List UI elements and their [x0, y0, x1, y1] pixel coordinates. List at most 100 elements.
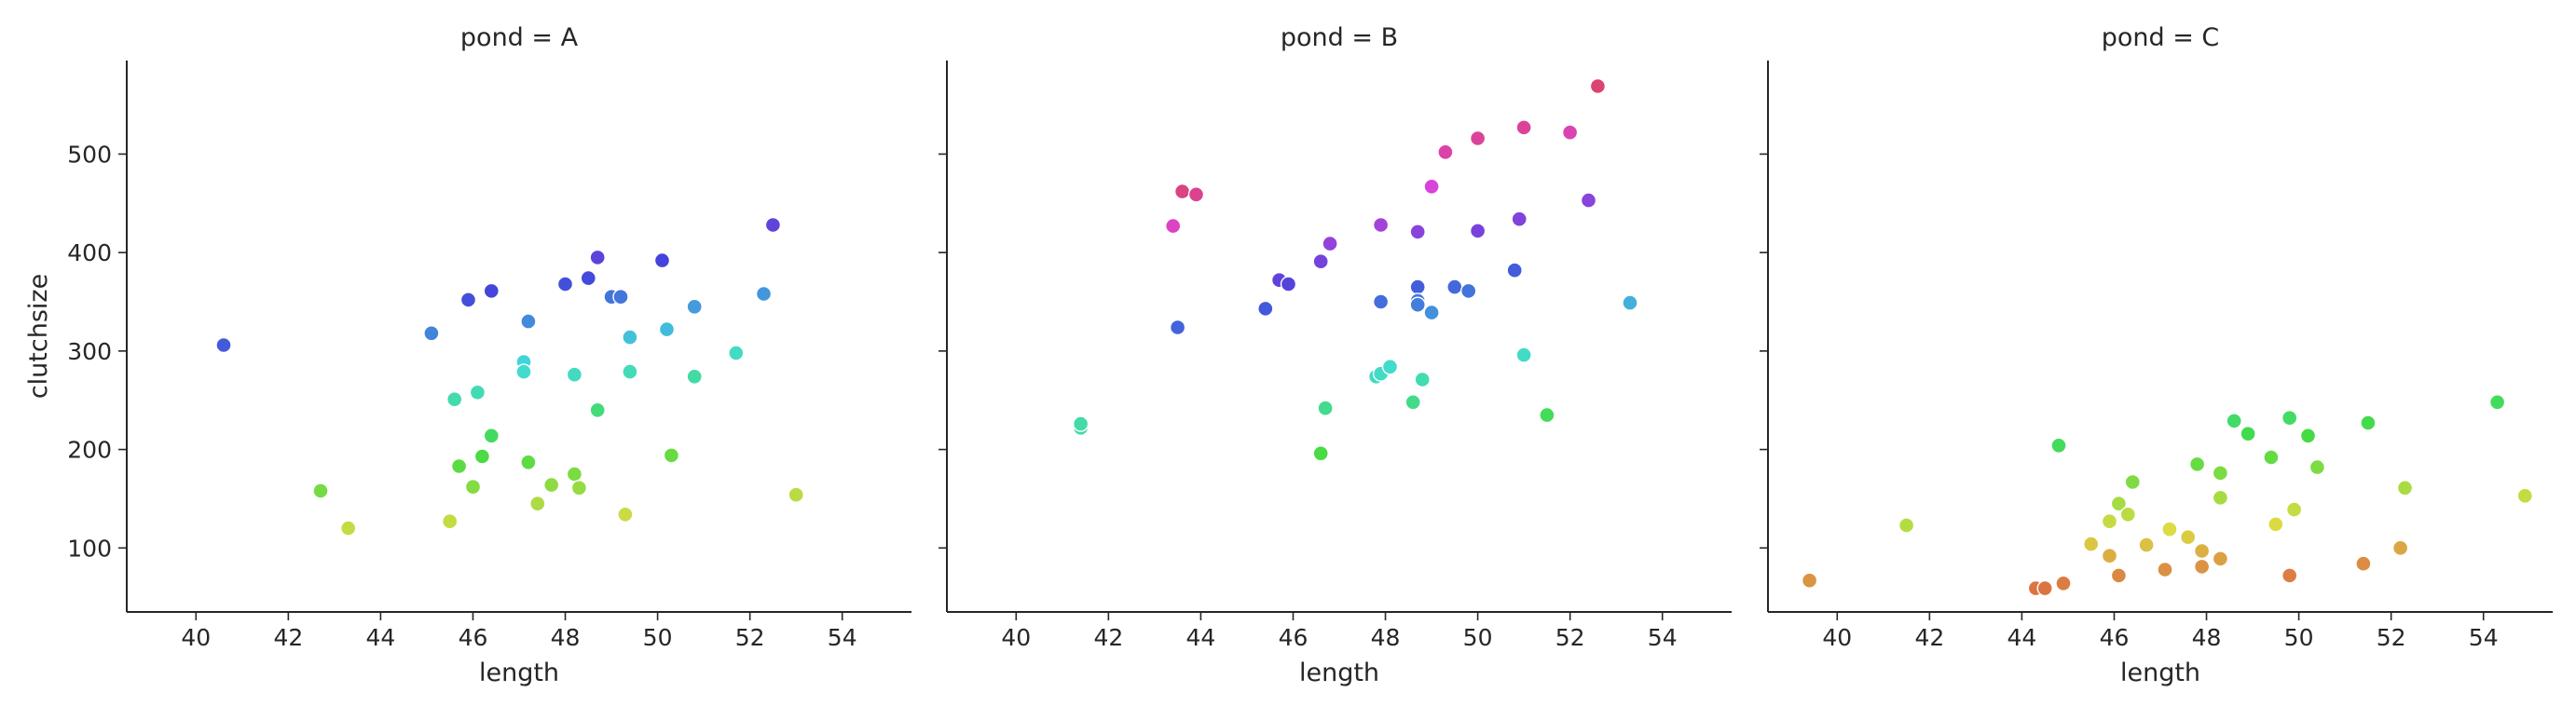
scatter-point — [570, 480, 588, 496]
scatter-point — [1409, 224, 1426, 240]
scatter-point — [1173, 183, 1191, 200]
scatter-point — [2119, 506, 2137, 523]
scatter-point — [2360, 414, 2377, 431]
scatter-point — [1437, 143, 1454, 161]
x-tick-label: 48 — [2192, 624, 2222, 651]
x-tick-label: 50 — [1463, 624, 1493, 651]
x-tick-label: 40 — [1001, 624, 1031, 651]
x-axis-label: length — [479, 659, 559, 687]
x-tick-label: 54 — [2469, 624, 2499, 651]
scatter-point — [1459, 282, 1477, 300]
scatter-point — [2188, 455, 2206, 473]
scatter-point — [2516, 487, 2534, 504]
scatter-point — [442, 513, 459, 530]
scatter-point — [529, 496, 546, 512]
scatter-point — [566, 466, 583, 482]
scatter-point — [2263, 449, 2280, 466]
x-tick-label: 54 — [828, 624, 857, 651]
scatter-point — [2161, 521, 2178, 537]
scatter-point — [2355, 555, 2372, 572]
scatter-point — [1801, 572, 1818, 589]
scatter-point — [2212, 489, 2229, 507]
x-tick-label: 44 — [2007, 624, 2037, 651]
scatter-point — [483, 282, 500, 300]
scatter-point — [1187, 186, 1205, 203]
scatter-point — [423, 325, 440, 342]
scatter-point — [543, 476, 560, 494]
scatter-point — [2193, 558, 2211, 576]
scatter-point — [2179, 529, 2197, 546]
scatter-point — [653, 251, 671, 269]
scatter-point — [464, 479, 482, 496]
scatter-point — [2281, 410, 2298, 427]
scatter-point — [446, 391, 463, 408]
y-tick-label: 300 — [67, 338, 112, 365]
scatter-point — [2281, 567, 2298, 584]
scatter-point — [2157, 561, 2173, 578]
scatter-point — [2110, 567, 2128, 584]
scatter-point — [663, 447, 680, 464]
scatter-point — [728, 345, 745, 361]
panel-pond-a: 40 42 44 46 48 50 52 54 100 200 300 400 500 length pon… — [67, 23, 911, 687]
scatter-point — [1312, 445, 1329, 462]
y-tick-label: 200 — [67, 437, 112, 464]
x-tick-label: 50 — [2284, 624, 2314, 651]
scatter-point — [788, 486, 804, 503]
scatter-point — [469, 384, 486, 401]
x-tick-label: 42 — [1914, 624, 1944, 651]
scatter-point — [622, 329, 638, 346]
scatter-point — [1312, 253, 1329, 270]
scatter-point — [1423, 178, 1440, 196]
y-tick-label: 100 — [67, 535, 112, 562]
x-axis-label: length — [2120, 659, 2200, 687]
scatter-point — [1580, 192, 1597, 209]
scatter-point — [2309, 458, 2326, 476]
scatter-point — [2285, 501, 2303, 518]
scatter-point — [1381, 359, 1399, 375]
x-tick-label: 44 — [366, 624, 396, 651]
x-axis-label: length — [1299, 659, 1379, 687]
scatter-point — [1446, 278, 1463, 295]
x-tick-label: 48 — [551, 624, 581, 651]
scatter-point — [1622, 294, 1638, 311]
panel-title: pond = B — [1281, 23, 1398, 52]
points-group — [1072, 77, 1638, 462]
scatter-point — [2082, 536, 2100, 552]
scatter-point — [1257, 300, 1274, 318]
scatter-point — [1169, 319, 1186, 336]
scatter-point — [2212, 550, 2229, 567]
panel-title: pond = A — [460, 23, 579, 52]
scatter-point — [2396, 480, 2414, 496]
scatter-point — [1469, 129, 1487, 147]
scatter-point — [1515, 119, 1532, 136]
scatter-point — [755, 285, 773, 303]
x-tick-label: 42 — [1093, 624, 1123, 651]
scatter-point — [473, 448, 491, 465]
scatter-point — [520, 313, 537, 330]
x-tick-label: 40 — [181, 624, 211, 651]
scatter-point — [1372, 216, 1390, 234]
scatter-point — [612, 289, 629, 306]
scatter-point — [1280, 276, 1297, 292]
scatter-point — [686, 368, 703, 385]
scatter-point — [1372, 293, 1390, 310]
scatter-point — [1898, 517, 1915, 534]
scatter-point — [589, 401, 606, 418]
scatter-point — [617, 506, 634, 523]
scatter-point — [2193, 542, 2211, 560]
x-tick-label: 46 — [2100, 624, 2130, 651]
scatter-point — [1511, 211, 1528, 227]
scatter-point — [2212, 465, 2229, 482]
scatter-point — [2226, 413, 2242, 429]
scatter-point — [2101, 548, 2118, 564]
x-tick-label: 46 — [1279, 624, 1309, 651]
scatter-point — [2488, 394, 2506, 411]
scatter-point — [2124, 473, 2142, 491]
scatter-point — [1072, 415, 1089, 432]
scatter-point — [2391, 539, 2409, 556]
scatter-point — [1317, 400, 1334, 416]
x-tick-label: 54 — [1648, 624, 1678, 651]
scatter-point — [556, 276, 574, 292]
scatter-point — [459, 292, 477, 308]
scatter-point — [622, 363, 638, 380]
